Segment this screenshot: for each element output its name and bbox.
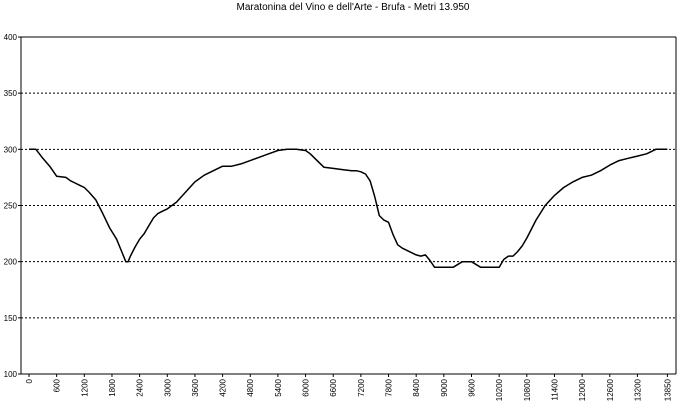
y-tick-label-350: 350 xyxy=(4,89,18,98)
y-tick-label-250: 250 xyxy=(4,202,18,211)
x-tick-label-8400: 8400 xyxy=(412,378,421,396)
x-tick-label-6600: 6600 xyxy=(329,378,338,396)
x-tick-label-4200: 4200 xyxy=(219,378,228,396)
series-line-0 xyxy=(29,148,668,269)
x-tick-label-7800: 7800 xyxy=(385,378,394,396)
x-tick-label-11400: 11400 xyxy=(550,378,559,400)
x-tick-label-12600: 12600 xyxy=(606,378,615,401)
chart-title: Maratonina del Vino e dell'Arte - Brufa … xyxy=(237,2,470,13)
x-tick-label-3600: 3600 xyxy=(191,378,200,396)
x-tick-label-9000: 9000 xyxy=(440,378,449,396)
y-tick-label-300: 300 xyxy=(4,145,18,154)
y-tick-label-150: 150 xyxy=(4,314,18,323)
x-tick-label-3000: 3000 xyxy=(163,378,172,396)
x-tick-label-4800: 4800 xyxy=(246,378,255,396)
x-tick-label-13200: 13200 xyxy=(633,378,642,401)
grid-lines xyxy=(21,92,676,319)
x-tick-label-600: 600 xyxy=(53,378,62,392)
y-tick-label-200: 200 xyxy=(4,258,18,267)
x-tick-label-5400: 5400 xyxy=(274,378,283,396)
x-tick-label-10200: 10200 xyxy=(495,378,504,401)
x-tick-label-10800: 10800 xyxy=(523,378,532,401)
y-tick-labels: 100 150 200 250 300 350 400 xyxy=(4,33,18,379)
x-tick-label-2400: 2400 xyxy=(136,378,145,396)
y-tick-label-400: 400 xyxy=(4,33,18,42)
x-tick-label-12000: 12000 xyxy=(578,378,587,401)
y-tick-label-100: 100 xyxy=(4,370,18,379)
x-tick-label-7200: 7200 xyxy=(357,378,366,396)
x-tick-label-0: 0 xyxy=(25,378,34,383)
series-group xyxy=(29,148,668,269)
x-tick-label-1800: 1800 xyxy=(108,378,117,396)
x-tick-label-9600: 9600 xyxy=(467,378,476,396)
x-tick-label-1200: 1200 xyxy=(80,378,89,396)
axes xyxy=(18,36,677,377)
x-tick-labels: 0 600 1200 1800 2400 3000 3600 4200 4800 5400 6000… xyxy=(25,378,672,401)
x-tick-label-6000: 6000 xyxy=(302,378,311,396)
x-tick-label-13850: 13850 xyxy=(663,378,672,401)
